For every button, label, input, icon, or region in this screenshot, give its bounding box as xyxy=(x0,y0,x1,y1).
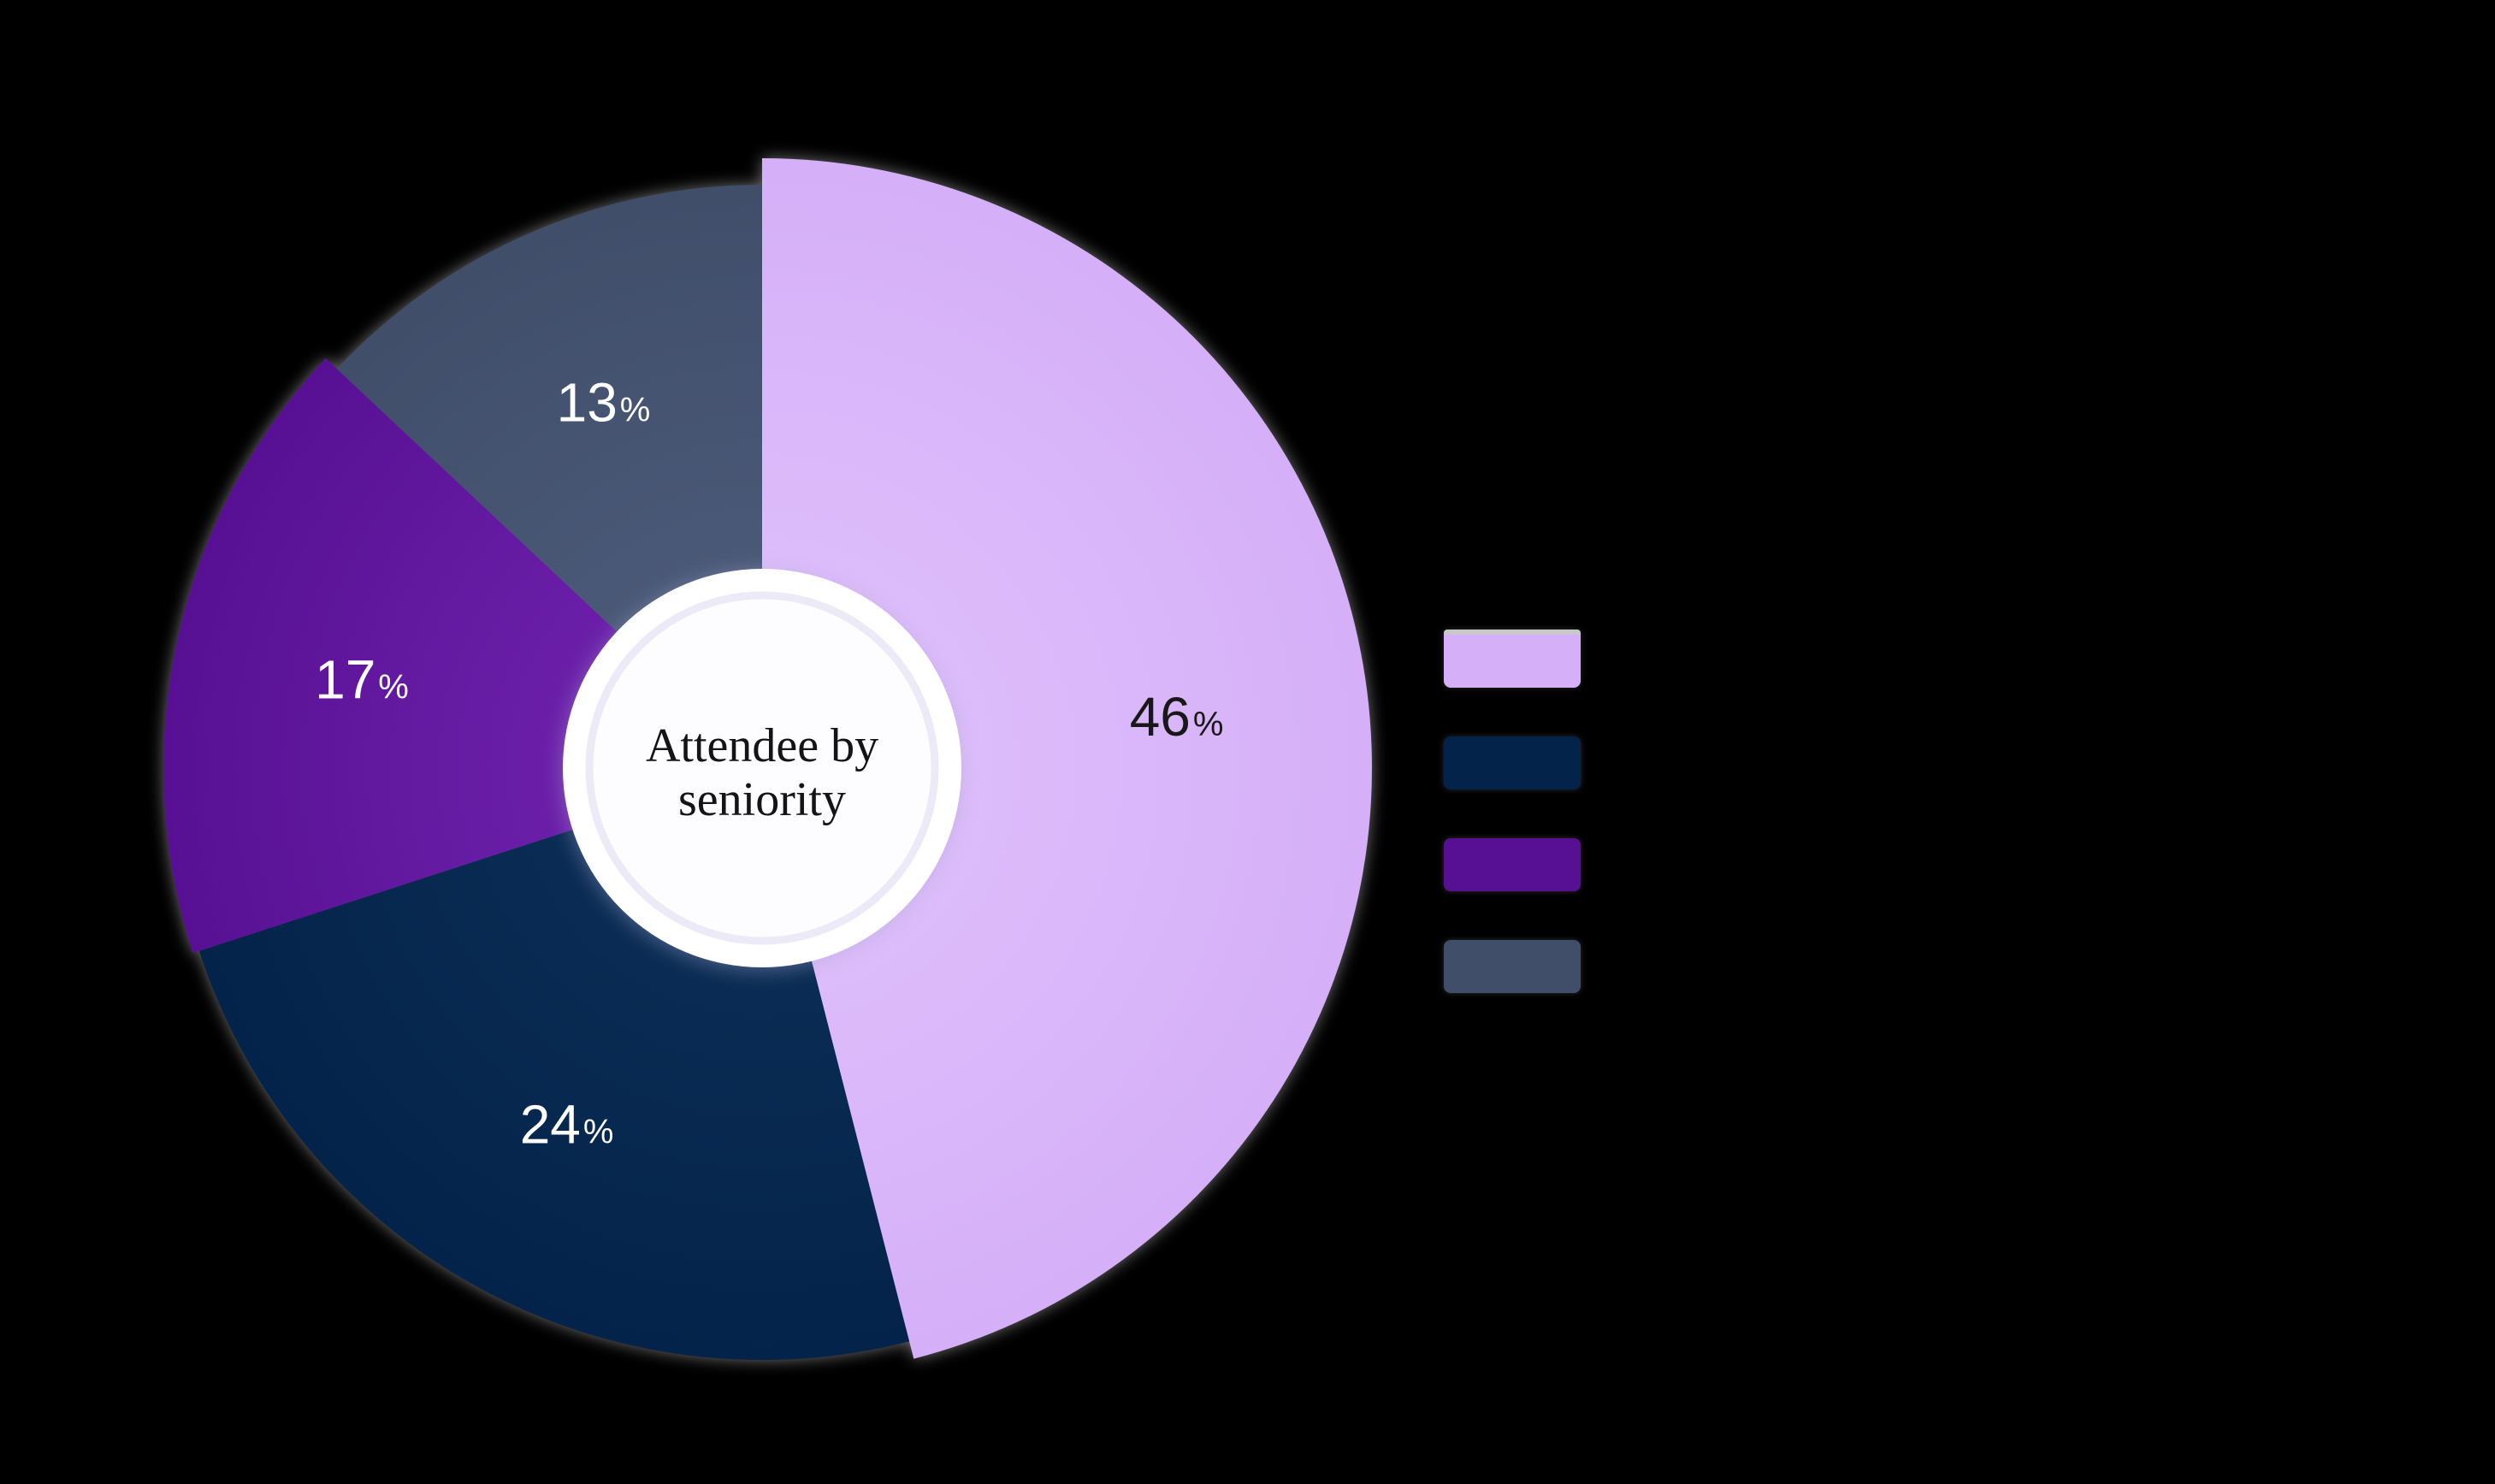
legend-item-46% xyxy=(1444,630,1581,688)
slice-label-46%: 46% xyxy=(1130,686,1224,748)
legend-item-17% xyxy=(1444,838,1581,891)
legend-item-13% xyxy=(1444,940,1581,993)
legend-swatch-24% xyxy=(1444,736,1581,789)
pie-slice-46% xyxy=(762,158,1372,1359)
legend xyxy=(1444,630,1581,993)
pie-center-hole-ring xyxy=(585,591,939,945)
legend-swatch-17% xyxy=(1444,838,1581,891)
slice-label-24%: 24% xyxy=(520,1093,614,1155)
legend-swatch-13% xyxy=(1444,940,1581,993)
legend-item-24% xyxy=(1444,736,1581,789)
legend-swatch-46% xyxy=(1444,630,1581,688)
slice-label-17%: 17% xyxy=(315,648,409,710)
slice-label-13%: 13% xyxy=(557,371,651,433)
chart-title: Attendee by seniority xyxy=(645,719,879,826)
